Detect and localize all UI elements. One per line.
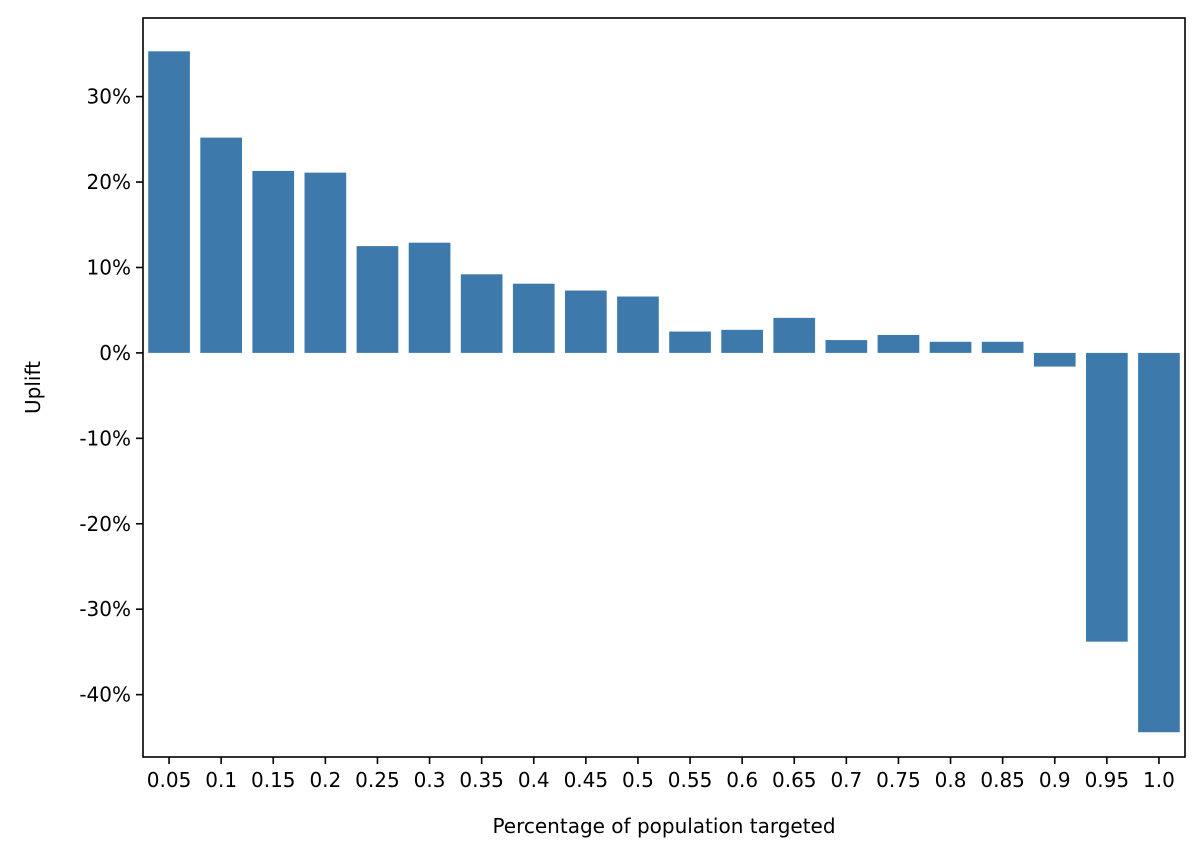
y-axis-ticks: -40% -30% -20% -10% 0% 10% 20% 30% xyxy=(79,85,143,707)
bar-0.55 xyxy=(669,331,711,353)
x-axis-label: Percentage of population targeted xyxy=(492,814,835,838)
bar-0.8 xyxy=(929,341,972,353)
x-tick-label: 0.15 xyxy=(251,768,296,792)
x-tick-label: 0.4 xyxy=(518,768,550,792)
bar-0.2 xyxy=(304,172,347,353)
y-tick-label: 30% xyxy=(87,85,131,109)
bar-1.0 xyxy=(1138,352,1180,733)
y-tick-label: 10% xyxy=(87,255,131,279)
bar-0.65 xyxy=(773,317,816,353)
x-tick-label: 0.45 xyxy=(564,768,609,792)
bar-0.45 xyxy=(565,290,607,353)
bar-0.9 xyxy=(1033,352,1076,367)
bar-0.85 xyxy=(981,341,1024,353)
y-tick-label: 0% xyxy=(99,341,131,365)
x-tick-label: 0.85 xyxy=(980,768,1025,792)
x-tick-label: 0.05 xyxy=(147,768,192,792)
bar-0.95 xyxy=(1086,352,1128,642)
x-tick-label: 1.0 xyxy=(1143,768,1175,792)
y-tick-label: -30% xyxy=(79,597,131,621)
y-tick-label: -40% xyxy=(79,683,131,707)
bar-0.4 xyxy=(512,283,555,353)
x-axis-ticks: 0.05 0.1 0.15 0.2 0.25 0.3 0.35 0.4 0.45 0.5 0.55 0… xyxy=(147,757,1175,792)
x-tick-label: 0.3 xyxy=(414,768,446,792)
y-axis-label: Uplift xyxy=(21,361,45,414)
bar-0.3 xyxy=(408,242,451,353)
bar-0.1 xyxy=(200,137,242,353)
x-tick-label: 0.5 xyxy=(622,768,654,792)
x-tick-label: 0.1 xyxy=(205,768,237,792)
x-tick-label: 0.2 xyxy=(309,768,341,792)
bar-0.6 xyxy=(721,329,763,353)
bar-0.5 xyxy=(617,296,659,353)
bar-0.25 xyxy=(356,246,399,353)
x-tick-label: 0.95 xyxy=(1085,768,1130,792)
y-tick-label: -20% xyxy=(79,512,131,536)
bar-0.75 xyxy=(877,334,920,353)
y-tick-label: 20% xyxy=(87,170,131,194)
bar-0.15 xyxy=(252,170,295,353)
bar-0.35 xyxy=(460,274,503,353)
x-tick-label: 0.6 xyxy=(726,768,758,792)
x-tick-label: 0.75 xyxy=(876,768,921,792)
x-tick-label: 0.9 xyxy=(1039,768,1071,792)
x-tick-label: 0.65 xyxy=(772,768,817,792)
plot-frame xyxy=(142,17,1186,758)
bar-0.05 xyxy=(148,51,190,353)
bar-0.7 xyxy=(825,340,868,353)
x-tick-label: 0.8 xyxy=(935,768,967,792)
bars-group xyxy=(148,51,1180,733)
y-tick-label: -10% xyxy=(79,426,131,450)
x-tick-label: 0.35 xyxy=(459,768,504,792)
x-tick-label: 0.7 xyxy=(830,768,862,792)
x-tick-label: 0.25 xyxy=(355,768,400,792)
x-tick-label: 0.55 xyxy=(668,768,713,792)
